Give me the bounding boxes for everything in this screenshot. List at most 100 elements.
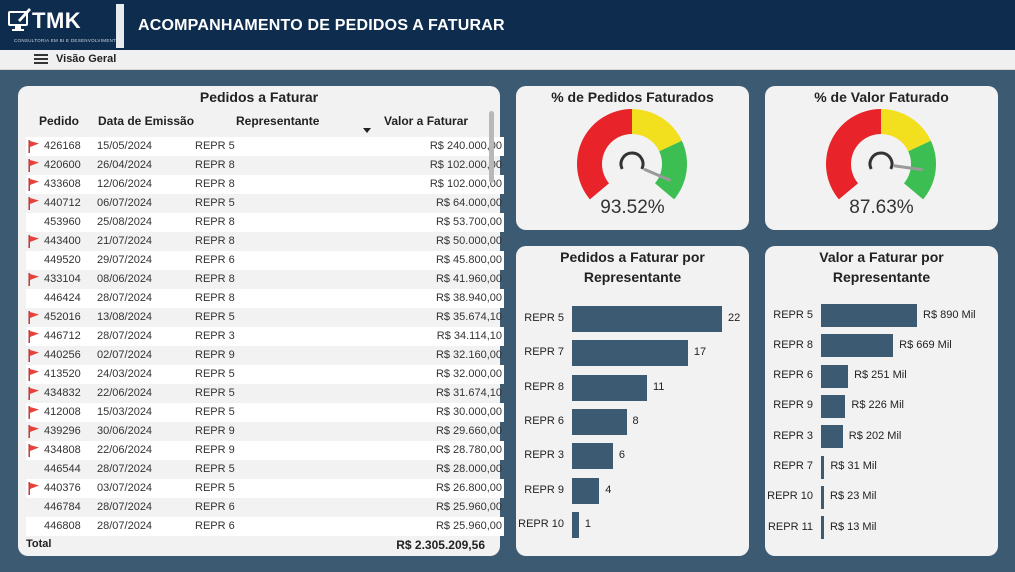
bar[interactable] [821, 516, 824, 540]
bar[interactable] [572, 408, 627, 435]
cell-pedido: 443400 [44, 235, 81, 247]
cell-representante: REPR 6 [195, 254, 235, 266]
flag-icon [28, 273, 39, 286]
cell-pedido: 412008 [44, 406, 81, 418]
cell-representante: REPR 5 [195, 463, 235, 475]
table-row[interactable]: 452016 13/08/2024 REPR 5 R$ 35.674,10 [26, 308, 504, 327]
bar-category-label: REPR 3 [773, 429, 813, 442]
sort-desc-icon[interactable] [363, 128, 371, 133]
bar-value-label: R$ 251 Mil [854, 369, 907, 382]
table-row[interactable]: 440256 02/07/2024 REPR 9 R$ 32.160,00 [26, 346, 504, 365]
cell-valor: R$ 45.800,00 [435, 254, 502, 266]
cell-data-emissao: 29/07/2024 [97, 254, 153, 266]
cell-valor: R$ 25.960,00 [435, 501, 502, 513]
cell-valor: R$ 30.000,00 [435, 406, 502, 418]
monitor-logo-icon [8, 8, 31, 31]
orders-table-card: Pedidos a Faturar Pedido Data de Emissão… [18, 86, 500, 556]
cell-data-emissao: 15/05/2024 [97, 140, 153, 152]
table-row[interactable]: 446424 28/07/2024 REPR 8 R$ 38.940,00 [26, 289, 504, 308]
table-row[interactable]: 434808 22/06/2024 REPR 9 R$ 28.780,00 [26, 441, 504, 460]
cell-valor: R$ 50.000,00 [435, 235, 502, 247]
table-row[interactable]: 453960 25/08/2024 REPR 8 R$ 53.700,00 [26, 213, 504, 232]
cell-representante: REPR 5 [195, 311, 235, 323]
gauge-card-valor: % de Valor Faturado 87.63% [765, 86, 998, 230]
hamburger-menu-icon[interactable] [34, 54, 48, 66]
bar[interactable] [572, 306, 722, 332]
table-row[interactable]: 434832 22/06/2024 REPR 5 R$ 31.674,10 [26, 384, 504, 403]
bar-chart-pedidos: REPR 5 22 REPR 7 17 REPR 8 11 REPR 6 8 REPR 3 6 RE… [516, 246, 749, 556]
table-row[interactable]: 412008 15/03/2024 REPR 5 R$ 30.000,00 [26, 403, 504, 422]
bar-value-label: 1 [584, 517, 591, 530]
column-header-data-emissao[interactable]: Data de Emissão [98, 114, 195, 128]
column-header-representante[interactable]: Representante [236, 114, 320, 128]
cell-data-emissao: 22/06/2024 [97, 387, 153, 399]
gauge-hub [851, 134, 911, 194]
cell-pedido: 426168 [44, 140, 81, 152]
table-row[interactable]: 443400 21/07/2024 REPR 8 R$ 50.000,00 [26, 232, 504, 251]
cell-pedido: 439296 [44, 425, 81, 437]
nav-bar: Visão Geral [0, 50, 1015, 70]
chart-title: Valor a Faturar por Representante [819, 249, 944, 285]
table-row[interactable]: 446544 28/07/2024 REPR 5 R$ 28.000,00 [26, 460, 504, 479]
table-row[interactable]: 449520 29/07/2024 REPR 6 R$ 45.800,00 [26, 251, 504, 270]
cell-valor: R$ 26.800,00 [435, 482, 502, 494]
cell-representante: REPR 6 [195, 520, 235, 532]
cell-valor: R$ 41.960,00 [435, 273, 502, 285]
cell-data-emissao: 22/06/2024 [97, 444, 153, 456]
bar[interactable] [821, 425, 843, 449]
cell-pedido: 453960 [44, 216, 81, 228]
bar-category-label: REPR 9 [773, 399, 813, 412]
table-row[interactable]: 433608 12/06/2024 REPR 8 R$ 102.000,00 [26, 175, 504, 194]
cell-pedido: 446808 [44, 520, 81, 532]
bar[interactable] [821, 485, 824, 509]
bar-value-label: 8 [632, 414, 639, 427]
table-row[interactable]: 439296 30/06/2024 REPR 9 R$ 29.660,00 [26, 422, 504, 441]
table-row[interactable]: 446784 28/07/2024 REPR 6 R$ 25.960,00 [26, 498, 504, 517]
bar-category-label: REPR 7 [524, 346, 564, 359]
bar[interactable] [572, 443, 613, 470]
cell-representante: REPR 5 [195, 482, 235, 494]
table-row[interactable]: 446712 28/07/2024 REPR 3 R$ 34.114,10 [26, 327, 504, 346]
bar-category-label: REPR 11 [767, 520, 813, 533]
bar[interactable] [572, 477, 600, 504]
bar[interactable] [821, 364, 849, 388]
cell-valor: R$ 31.674,10 [435, 387, 502, 399]
table-scrollbar[interactable] [489, 111, 494, 183]
bar[interactable] [821, 304, 917, 327]
column-header-pedido[interactable]: Pedido [39, 114, 80, 128]
table-row[interactable]: 426168 15/05/2024 REPR 5 R$ 240.000,00 [26, 137, 504, 156]
bar-value-label: R$ 202 Mil [848, 429, 902, 442]
bar-category-label: REPR 6 [773, 369, 813, 382]
table-row[interactable]: 413520 24/03/2024 REPR 5 R$ 32.000,00 [26, 365, 504, 384]
chart-card-valor-representante: Valor a Faturar por Representante REPR 5… [765, 246, 998, 556]
cell-valor: R$ 29.660,00 [435, 425, 502, 437]
bar[interactable] [821, 394, 846, 418]
cell-representante: REPR 9 [195, 425, 235, 437]
cell-representante: REPR 5 [195, 406, 235, 418]
cell-representante: REPR 8 [195, 292, 235, 304]
table-title: Pedidos a Faturar [199, 89, 319, 105]
bar[interactable] [821, 334, 894, 358]
cell-data-emissao: 28/07/2024 [97, 330, 153, 342]
nav-page-visao-geral[interactable]: Visão Geral [56, 53, 117, 65]
bar-value-label: R$ 669 Mil [899, 338, 952, 351]
gauge-valor-faturado [826, 109, 936, 200]
cell-representante: REPR 8 [195, 159, 235, 171]
flag-icon [28, 178, 39, 191]
cell-data-emissao: 06/07/2024 [97, 197, 153, 209]
table-row[interactable]: 433104 08/06/2024 REPR 8 R$ 41.960,00 [26, 270, 504, 289]
bar-category-label: REPR 10 [518, 517, 564, 530]
bar[interactable] [572, 374, 647, 401]
table-row[interactable]: 440376 03/07/2024 REPR 5 R$ 26.800,00 [26, 479, 504, 498]
flag-icon [28, 197, 39, 210]
bar[interactable] [572, 340, 688, 367]
column-header-valor[interactable]: Valor a Faturar [384, 114, 469, 128]
table-row[interactable]: 446808 28/07/2024 REPR 6 R$ 25.960,00 [26, 517, 504, 536]
logo-subtitle: CONSULTORIA EM BI E DESENVOLVIMENTO [14, 38, 120, 43]
table-row[interactable]: 440712 06/07/2024 REPR 5 R$ 64.000,00 [26, 194, 504, 213]
gauge-title: % de Valor Faturado [814, 89, 949, 105]
bar-value-label: 17 [693, 346, 707, 359]
bar[interactable] [572, 511, 579, 538]
table-row[interactable]: 420600 26/04/2024 REPR 8 R$ 102.000,00 [26, 156, 504, 175]
bar[interactable] [821, 455, 825, 479]
